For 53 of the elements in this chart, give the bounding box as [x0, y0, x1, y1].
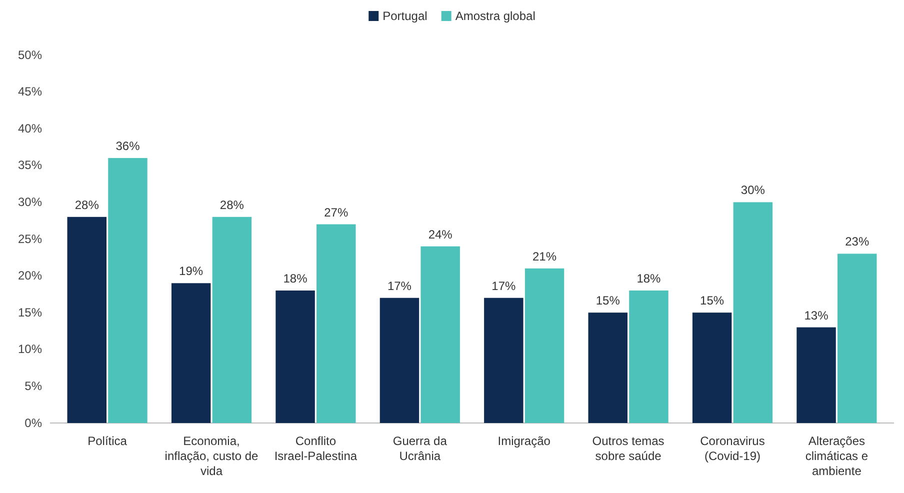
x-tick-label: Coronavirus (Covid-19)	[700, 434, 765, 463]
y-tick-label: 5%	[24, 379, 42, 394]
bar	[212, 216, 252, 423]
data-label: 24%	[428, 227, 453, 242]
bar	[524, 268, 564, 423]
y-tick-label: 0%	[24, 416, 42, 430]
legend-label: Amostra global	[455, 9, 536, 23]
bar	[692, 312, 732, 423]
bar	[380, 298, 420, 423]
y-tick-label: 15%	[18, 305, 42, 320]
data-label: 18%	[636, 272, 662, 286]
data-label: 13%	[804, 308, 829, 322]
y-tick-label: 30%	[18, 195, 42, 210]
y-tick-label: 50%	[18, 48, 42, 62]
y-tick-label: 25%	[18, 232, 42, 246]
data-label: 30%	[740, 183, 766, 198]
bar	[733, 202, 773, 423]
x-tick-label: Política	[88, 434, 128, 448]
y-tick-label: 20%	[18, 268, 42, 283]
y-tick-label: 45%	[18, 84, 42, 99]
data-label: 23%	[845, 234, 870, 249]
bar	[108, 158, 148, 423]
x-tick-label: Conflito Israel-Palestina	[274, 434, 358, 463]
data-label: 18%	[283, 272, 308, 286]
data-label: 28%	[74, 198, 100, 212]
data-label: 36%	[116, 139, 140, 154]
data-label: 21%	[532, 249, 557, 264]
data-label: 28%	[220, 198, 244, 212]
x-tick-label: Economia, inflação, custo de vida	[164, 434, 259, 478]
bar	[838, 254, 877, 423]
data-label: 27%	[324, 205, 348, 220]
bar	[171, 283, 211, 423]
data-label: 17%	[492, 278, 516, 293]
bar	[484, 298, 524, 423]
bar	[276, 290, 315, 423]
x-tick-label: Imigração	[498, 434, 551, 448]
data-label: 15%	[700, 294, 724, 308]
y-tick-label: 40%	[18, 121, 42, 136]
x-tick-label: Guerra da Ucrânia	[392, 434, 448, 463]
data-label: 15%	[596, 294, 620, 308]
bar	[588, 312, 628, 423]
data-label: 17%	[387, 278, 412, 293]
x-tick-label: Outros temas sobre saúde	[592, 434, 664, 463]
bar	[420, 246, 460, 423]
y-tick-label: 35%	[18, 158, 42, 172]
bar	[316, 224, 356, 423]
bar	[67, 216, 106, 423]
y-tick-label: 10%	[18, 342, 42, 356]
bar	[629, 290, 668, 423]
data-label: 19%	[179, 264, 204, 278]
x-tick-label: Alterações climáticas e ambiente	[805, 434, 868, 478]
legend-label: Portugal	[382, 9, 428, 23]
bar	[796, 327, 836, 423]
